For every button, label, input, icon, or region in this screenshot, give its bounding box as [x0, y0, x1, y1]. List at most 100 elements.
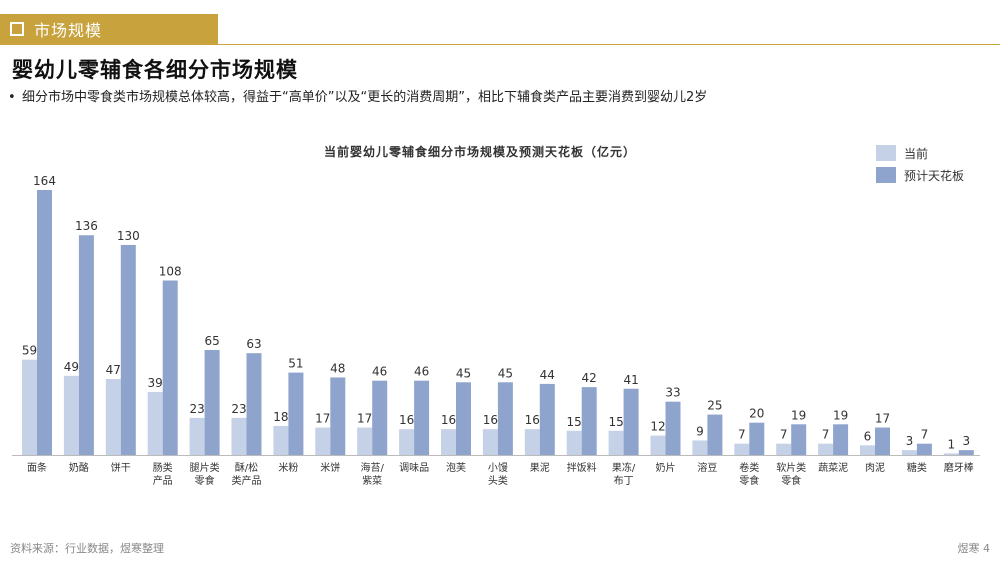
bar-current-22 — [943, 453, 959, 455]
data-label-ceiling-2: 130 — [117, 229, 140, 243]
data-label-ceiling-8: 46 — [372, 365, 387, 379]
data-label-current-17: 7 — [738, 428, 746, 442]
bullet-text: 细分市场中零食类市场规模总体较高，得益于“高单价”以及“更长的消费周期”，相比下… — [22, 90, 708, 105]
section-label: 市场规模 — [34, 21, 103, 40]
bar-current-1 — [63, 375, 79, 455]
bar-ceiling-5 — [246, 353, 262, 455]
data-label-current-3: 39 — [148, 376, 163, 390]
bar-current-13 — [566, 430, 582, 455]
category-label-12: 果泥 — [530, 461, 550, 474]
bar-current-21 — [901, 450, 917, 455]
bar-ceiling-12 — [539, 383, 555, 455]
category-label-17: 卷类零食 — [739, 461, 759, 487]
bar-current-14 — [608, 430, 624, 455]
data-label-current-4: 23 — [189, 402, 204, 416]
data-label-ceiling-19: 19 — [833, 408, 848, 422]
bar-current-6 — [273, 425, 289, 455]
bar-ceiling-7 — [330, 377, 346, 455]
data-label-ceiling-14: 41 — [623, 373, 638, 387]
data-label-ceiling-7: 48 — [330, 361, 345, 375]
bar-ceiling-13 — [581, 387, 597, 455]
data-label-current-15: 12 — [650, 420, 665, 434]
category-label-6: 米粉 — [278, 461, 298, 474]
category-label-2: 饼干 — [111, 461, 131, 474]
bar-ceiling-22 — [958, 450, 974, 455]
category-label-14: 果冻/布丁 — [612, 461, 636, 487]
data-label-ceiling-22: 3 — [962, 434, 970, 448]
data-label-ceiling-10: 45 — [456, 366, 471, 380]
bar-ceiling-9 — [414, 380, 430, 455]
legend-item-ceiling: 预计天花板 — [876, 165, 964, 185]
data-label-ceiling-16: 25 — [707, 399, 722, 413]
bar-current-9 — [399, 429, 415, 455]
data-label-current-18: 7 — [780, 428, 788, 442]
category-label-20: 肉泥 — [865, 461, 885, 474]
bar-current-8 — [357, 427, 373, 455]
bar-ceiling-0 — [37, 190, 52, 455]
bar-ceiling-15 — [665, 401, 681, 455]
data-label-current-1: 49 — [64, 360, 79, 374]
data-label-ceiling-18: 19 — [791, 408, 806, 422]
bar-ceiling-11 — [497, 382, 513, 455]
data-label-current-12: 16 — [525, 413, 540, 427]
data-label-ceiling-20: 17 — [875, 412, 890, 426]
category-label-13: 拌饭料 — [567, 461, 597, 474]
data-label-current-0: 59 — [22, 344, 37, 358]
category-label-3: 肠类产品 — [153, 461, 173, 487]
bar-ceiling-14 — [623, 388, 639, 455]
data-label-current-6: 18 — [273, 410, 288, 424]
category-label-18: 软片类零食 — [776, 461, 806, 487]
bar-ceiling-2 — [120, 244, 136, 455]
data-label-ceiling-17: 20 — [749, 407, 764, 421]
bar-current-15 — [650, 435, 666, 455]
category-label-19: 蔬菜泥 — [818, 461, 848, 474]
data-label-current-11: 16 — [483, 413, 498, 427]
category-label-0: 面条 — [27, 461, 47, 474]
category-label-11: 小馒头类 — [488, 462, 508, 487]
legend-swatch-current — [876, 145, 896, 161]
data-label-ceiling-6: 51 — [288, 357, 303, 371]
data-label-current-13: 15 — [567, 415, 582, 429]
footer-page-label: 煜寒 4 — [957, 542, 991, 555]
data-label-ceiling-21: 7 — [921, 428, 929, 442]
category-label-9: 调味品 — [399, 462, 429, 474]
data-label-ceiling-0: 164 — [33, 174, 56, 188]
square-icon — [10, 22, 24, 36]
data-label-current-21: 3 — [906, 434, 914, 448]
bar-current-12 — [524, 429, 540, 455]
data-label-current-2: 47 — [106, 363, 121, 377]
data-label-current-9: 16 — [399, 413, 414, 427]
category-label-21: 糖类 — [907, 461, 927, 474]
bar-current-2 — [105, 379, 121, 455]
bar-ceiling-16 — [707, 414, 723, 455]
data-label-current-10: 16 — [441, 413, 456, 427]
page-title: 婴幼儿零辅食各细分市场规模 — [12, 57, 298, 82]
bar-current-18 — [776, 443, 792, 455]
bar-ceiling-8 — [372, 380, 388, 455]
data-label-current-19: 7 — [822, 428, 830, 442]
bar-current-4 — [189, 417, 205, 455]
legend-item-current: 当前 — [876, 143, 964, 163]
data-label-current-7: 17 — [315, 412, 330, 426]
data-label-ceiling-4: 65 — [204, 334, 219, 348]
top-rule — [0, 44, 1000, 45]
data-label-ceiling-1: 136 — [75, 219, 98, 233]
bar-ceiling-17 — [749, 422, 765, 455]
data-label-current-22: 1 — [947, 437, 955, 451]
data-label-current-8: 17 — [357, 412, 372, 426]
chart-title: 当前婴幼儿零辅食细分市场规模及预测天花板（亿元） — [323, 145, 636, 159]
bar-current-3 — [147, 391, 163, 455]
bar-current-20 — [860, 445, 875, 455]
category-label-5: 酥/松类产品 — [232, 461, 262, 487]
bar-ceiling-6 — [288, 372, 304, 455]
bar-current-16 — [692, 440, 708, 455]
data-label-current-20: 6 — [864, 429, 872, 443]
data-label-ceiling-5: 63 — [246, 337, 261, 351]
data-label-ceiling-13: 42 — [582, 371, 597, 385]
data-label-ceiling-12: 44 — [540, 368, 555, 382]
bar-current-17 — [734, 443, 750, 455]
bar-ceiling-3 — [162, 280, 178, 455]
bar-ceiling-20 — [875, 427, 890, 455]
footer-source: 资料来源：行业数据，煜寒整理 — [10, 542, 164, 555]
